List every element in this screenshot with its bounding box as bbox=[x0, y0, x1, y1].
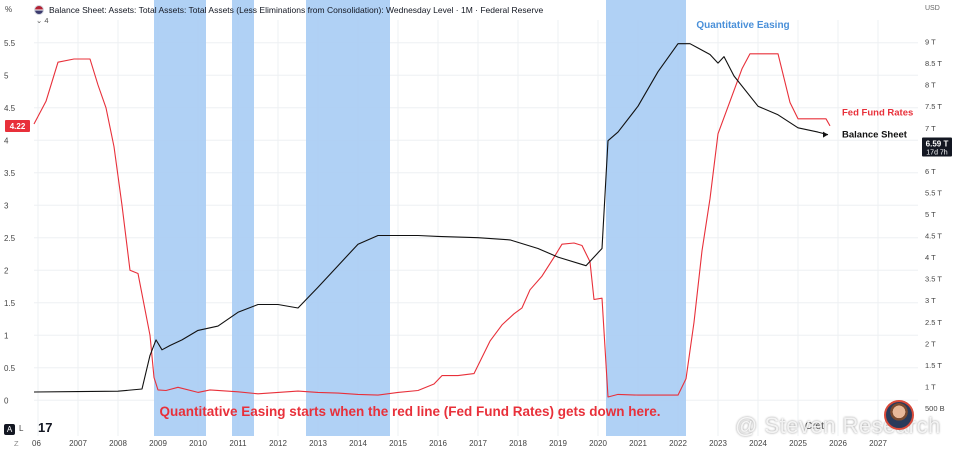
right-tick-label: 7 T bbox=[925, 124, 936, 133]
fed-fund-rate-line bbox=[33, 53, 831, 398]
right-tick-label: 7.5 T bbox=[925, 102, 942, 111]
qe-annotation: Quantitative Easing starts when the red … bbox=[159, 404, 660, 419]
series-group bbox=[33, 43, 831, 398]
left-tick-label: 2.5 bbox=[4, 234, 16, 243]
right-tick-label: 4 T bbox=[925, 253, 936, 262]
x-tick-label: 2026 bbox=[829, 439, 847, 448]
fed-rate-value-tag bbox=[5, 119, 30, 132]
us-flag-icon bbox=[34, 5, 44, 15]
x-tick-label: 2010 bbox=[189, 439, 207, 448]
x-tick-label: 2024 bbox=[749, 439, 767, 448]
qe-band bbox=[606, 0, 686, 436]
avatar bbox=[884, 400, 914, 430]
balance-sheet-arrow bbox=[823, 131, 828, 138]
chart-title: Balance Sheet: Assets: Total Assets: Tot… bbox=[49, 5, 544, 15]
right-tick-label: 8.5 T bbox=[925, 59, 942, 68]
tradingview-logo: 17 bbox=[38, 420, 53, 435]
right-tick-label: 3 T bbox=[925, 296, 936, 305]
left-tick-label: 1 bbox=[4, 331, 9, 340]
right-tick-label: 1.5 T bbox=[925, 361, 942, 370]
x-tick-label: 2023 bbox=[709, 439, 727, 448]
x-tick-label: 06 bbox=[32, 439, 41, 448]
right-tick-label: 3.5 T bbox=[925, 275, 942, 284]
right-tick-label: 5 T bbox=[925, 210, 936, 219]
right-tick-label: 2.5 T bbox=[925, 318, 942, 327]
left-tick-label: 0 bbox=[4, 396, 9, 405]
x-tick-label: 2016 bbox=[429, 439, 447, 448]
right-axis-unit: USD bbox=[925, 5, 940, 12]
x-tick-label: 2018 bbox=[509, 439, 527, 448]
qe-band bbox=[232, 0, 254, 436]
x-tick-label: 2011 bbox=[229, 439, 247, 448]
qe-label: Quantitative Easing bbox=[696, 20, 789, 31]
log-scale-button[interactable]: L bbox=[19, 424, 24, 433]
left-tick-label: 5 bbox=[4, 71, 9, 80]
fed-fund-rates-label: Fed Fund Rates bbox=[842, 108, 913, 119]
x-tick-label: 2022 bbox=[669, 439, 687, 448]
balance-sheet-countdown: 17d 7h bbox=[926, 149, 948, 156]
balance-sheet-value-tag bbox=[922, 137, 952, 157]
x-tick-label: 2017 bbox=[469, 439, 487, 448]
qe-band bbox=[154, 0, 206, 436]
right-tick-label: 9 T bbox=[925, 38, 936, 47]
x-tick-label: 2015 bbox=[389, 439, 407, 448]
right-tick-label: 8 T bbox=[925, 81, 936, 90]
balance-sheet-value-text: 6.59 T bbox=[926, 139, 949, 148]
left-tick-label: 0.5 bbox=[4, 364, 16, 373]
watermark-back-text: Cret bbox=[805, 421, 824, 432]
x-tick-label: 2014 bbox=[349, 439, 367, 448]
right-tick-label: 500 B bbox=[925, 404, 945, 413]
left-tick-label: 5.5 bbox=[4, 39, 16, 48]
timezone-label: Z bbox=[14, 439, 19, 448]
axes-group: 0 0.5 1 1.5 2 2.5 3 3.5 4 4.5 5 5.5 500 B 1 T 1.5 T 2 T… bbox=[4, 38, 945, 448]
right-tick-label: 6 T bbox=[925, 167, 936, 176]
fed-rate-value-text: 4.22 bbox=[10, 122, 26, 131]
left-tick-label: 3 bbox=[4, 201, 9, 210]
left-tick-label: 1.5 bbox=[4, 299, 16, 308]
right-tick-label: 5.5 T bbox=[925, 188, 942, 197]
right-tick-label: 1 T bbox=[925, 382, 936, 391]
balance-sheet-label: Balance Sheet bbox=[842, 130, 908, 141]
chart-header[interactable]: Balance Sheet: Assets: Total Assets: Tot… bbox=[34, 3, 543, 17]
right-tick-label: 2 T bbox=[925, 339, 936, 348]
qe-bands bbox=[154, 0, 686, 436]
x-tick-label: 2013 bbox=[309, 439, 327, 448]
left-tick-label: 2 bbox=[4, 266, 9, 275]
x-tick-label: 2027 bbox=[869, 439, 887, 448]
indicator-count: 4 bbox=[44, 16, 49, 25]
left-tick-label: 4.5 bbox=[4, 104, 16, 113]
left-tick-label: 3.5 bbox=[4, 169, 16, 178]
indicator-toggle[interactable]: ⌄ 4 bbox=[36, 16, 49, 25]
x-tick-label: 2009 bbox=[149, 439, 167, 448]
x-tick-label: 2008 bbox=[109, 439, 127, 448]
auto-scale-button[interactable]: A bbox=[4, 424, 15, 435]
qe-band bbox=[306, 0, 390, 436]
x-tick-label: 2020 bbox=[589, 439, 607, 448]
x-tick-label: 2007 bbox=[69, 439, 87, 448]
x-tick-label: 2025 bbox=[789, 439, 807, 448]
x-tick-label: 2012 bbox=[269, 439, 287, 448]
x-tick-label: 2019 bbox=[549, 439, 567, 448]
left-axis-unit: % bbox=[5, 5, 13, 14]
right-tick-label: 4.5 T bbox=[925, 232, 942, 241]
chevron-down-icon: ⌄ bbox=[36, 16, 43, 25]
x-tick-label: 2021 bbox=[629, 439, 647, 448]
balance-sheet-line bbox=[33, 43, 829, 393]
left-tick-label: 4 bbox=[4, 136, 9, 145]
